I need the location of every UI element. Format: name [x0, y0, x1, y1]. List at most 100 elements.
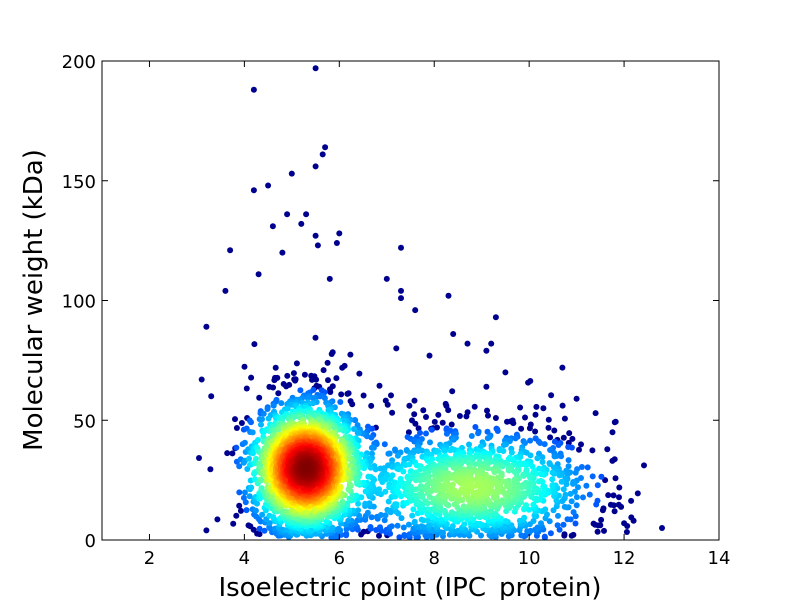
data-point [586, 491, 593, 498]
data-point [377, 512, 384, 518]
data-point [492, 415, 499, 421]
data-point [304, 395, 311, 401]
data-point [270, 514, 277, 520]
data-point [232, 416, 238, 423]
data-point [594, 497, 601, 504]
data-point [246, 493, 253, 500]
data-point [251, 341, 258, 348]
data-point [423, 414, 429, 420]
data-point [354, 429, 361, 436]
data-point [554, 522, 561, 529]
data-point [398, 515, 405, 522]
data-point [612, 475, 619, 482]
data-point [393, 345, 400, 352]
data-point [230, 520, 237, 527]
data-point [527, 474, 534, 481]
data-point [547, 434, 554, 441]
data-point [326, 275, 333, 282]
data-point [466, 441, 472, 448]
data-point [411, 397, 418, 404]
data-point [541, 533, 548, 540]
data-point [420, 407, 427, 414]
data-point [575, 484, 581, 491]
data-point [609, 429, 616, 436]
data-point [303, 465, 310, 472]
data-point [561, 503, 568, 510]
data-point [527, 452, 534, 459]
data-point [368, 514, 375, 521]
data-point [623, 529, 630, 535]
data-point [410, 449, 417, 456]
data-point [376, 486, 383, 493]
data-point [431, 418, 438, 425]
data-point [464, 340, 471, 347]
data-point [324, 359, 331, 366]
data-point [241, 489, 248, 496]
data-point [399, 479, 406, 486]
data-point [450, 436, 457, 443]
x-axis-ticks: 2 4 6 8 10 12 14 [144, 61, 730, 569]
data-point [545, 424, 552, 431]
data-point [347, 351, 354, 358]
data-point [448, 509, 455, 516]
y-tick-label: 100 [62, 292, 96, 313]
data-point [478, 532, 484, 539]
data-point [538, 520, 544, 527]
data-point [303, 211, 310, 218]
data-point [485, 412, 491, 419]
data-point [488, 340, 495, 347]
data-point [408, 488, 415, 495]
data-point [405, 521, 412, 528]
data-point [539, 454, 546, 461]
data-point [351, 417, 358, 423]
data-point [450, 331, 457, 337]
data-point [472, 461, 478, 468]
data-point [534, 455, 541, 462]
data-point [437, 516, 444, 523]
data-point [628, 514, 635, 521]
data-point [392, 447, 399, 454]
data-point [309, 395, 316, 401]
data-point [558, 478, 565, 485]
y-tick-label: 200 [62, 52, 96, 73]
data-point [483, 383, 490, 390]
data-point [284, 405, 291, 412]
data-point [292, 377, 299, 384]
data-point [376, 382, 383, 389]
data-point [248, 374, 255, 381]
data-point [271, 377, 278, 384]
data-point [555, 442, 562, 448]
data-point [492, 314, 499, 321]
data-point [338, 391, 345, 398]
data-point [560, 486, 567, 493]
data-point [391, 479, 398, 486]
data-point [249, 429, 256, 436]
data-point [449, 523, 456, 530]
data-point [328, 351, 335, 357]
data-point [419, 447, 426, 454]
data-point [502, 369, 509, 376]
data-point [576, 446, 582, 453]
data-point [570, 509, 577, 516]
data-point [610, 492, 617, 499]
x-axis-label: Isoelectric point (IPC_protein) [218, 573, 601, 600]
data-point [549, 482, 556, 489]
data-point [548, 392, 555, 399]
data-point [560, 521, 567, 528]
data-point [339, 364, 346, 371]
data-point [549, 476, 556, 483]
data-point [522, 414, 528, 421]
data-point [320, 367, 327, 374]
data-point [502, 518, 509, 524]
data-point [517, 404, 524, 411]
data-point [256, 525, 263, 532]
data-point [562, 491, 569, 498]
data-point [377, 524, 383, 531]
data-point [526, 506, 532, 513]
data-point [418, 523, 425, 530]
data-point [564, 516, 571, 523]
data-point [393, 501, 400, 508]
data-point [389, 409, 396, 416]
data-point [398, 493, 405, 500]
